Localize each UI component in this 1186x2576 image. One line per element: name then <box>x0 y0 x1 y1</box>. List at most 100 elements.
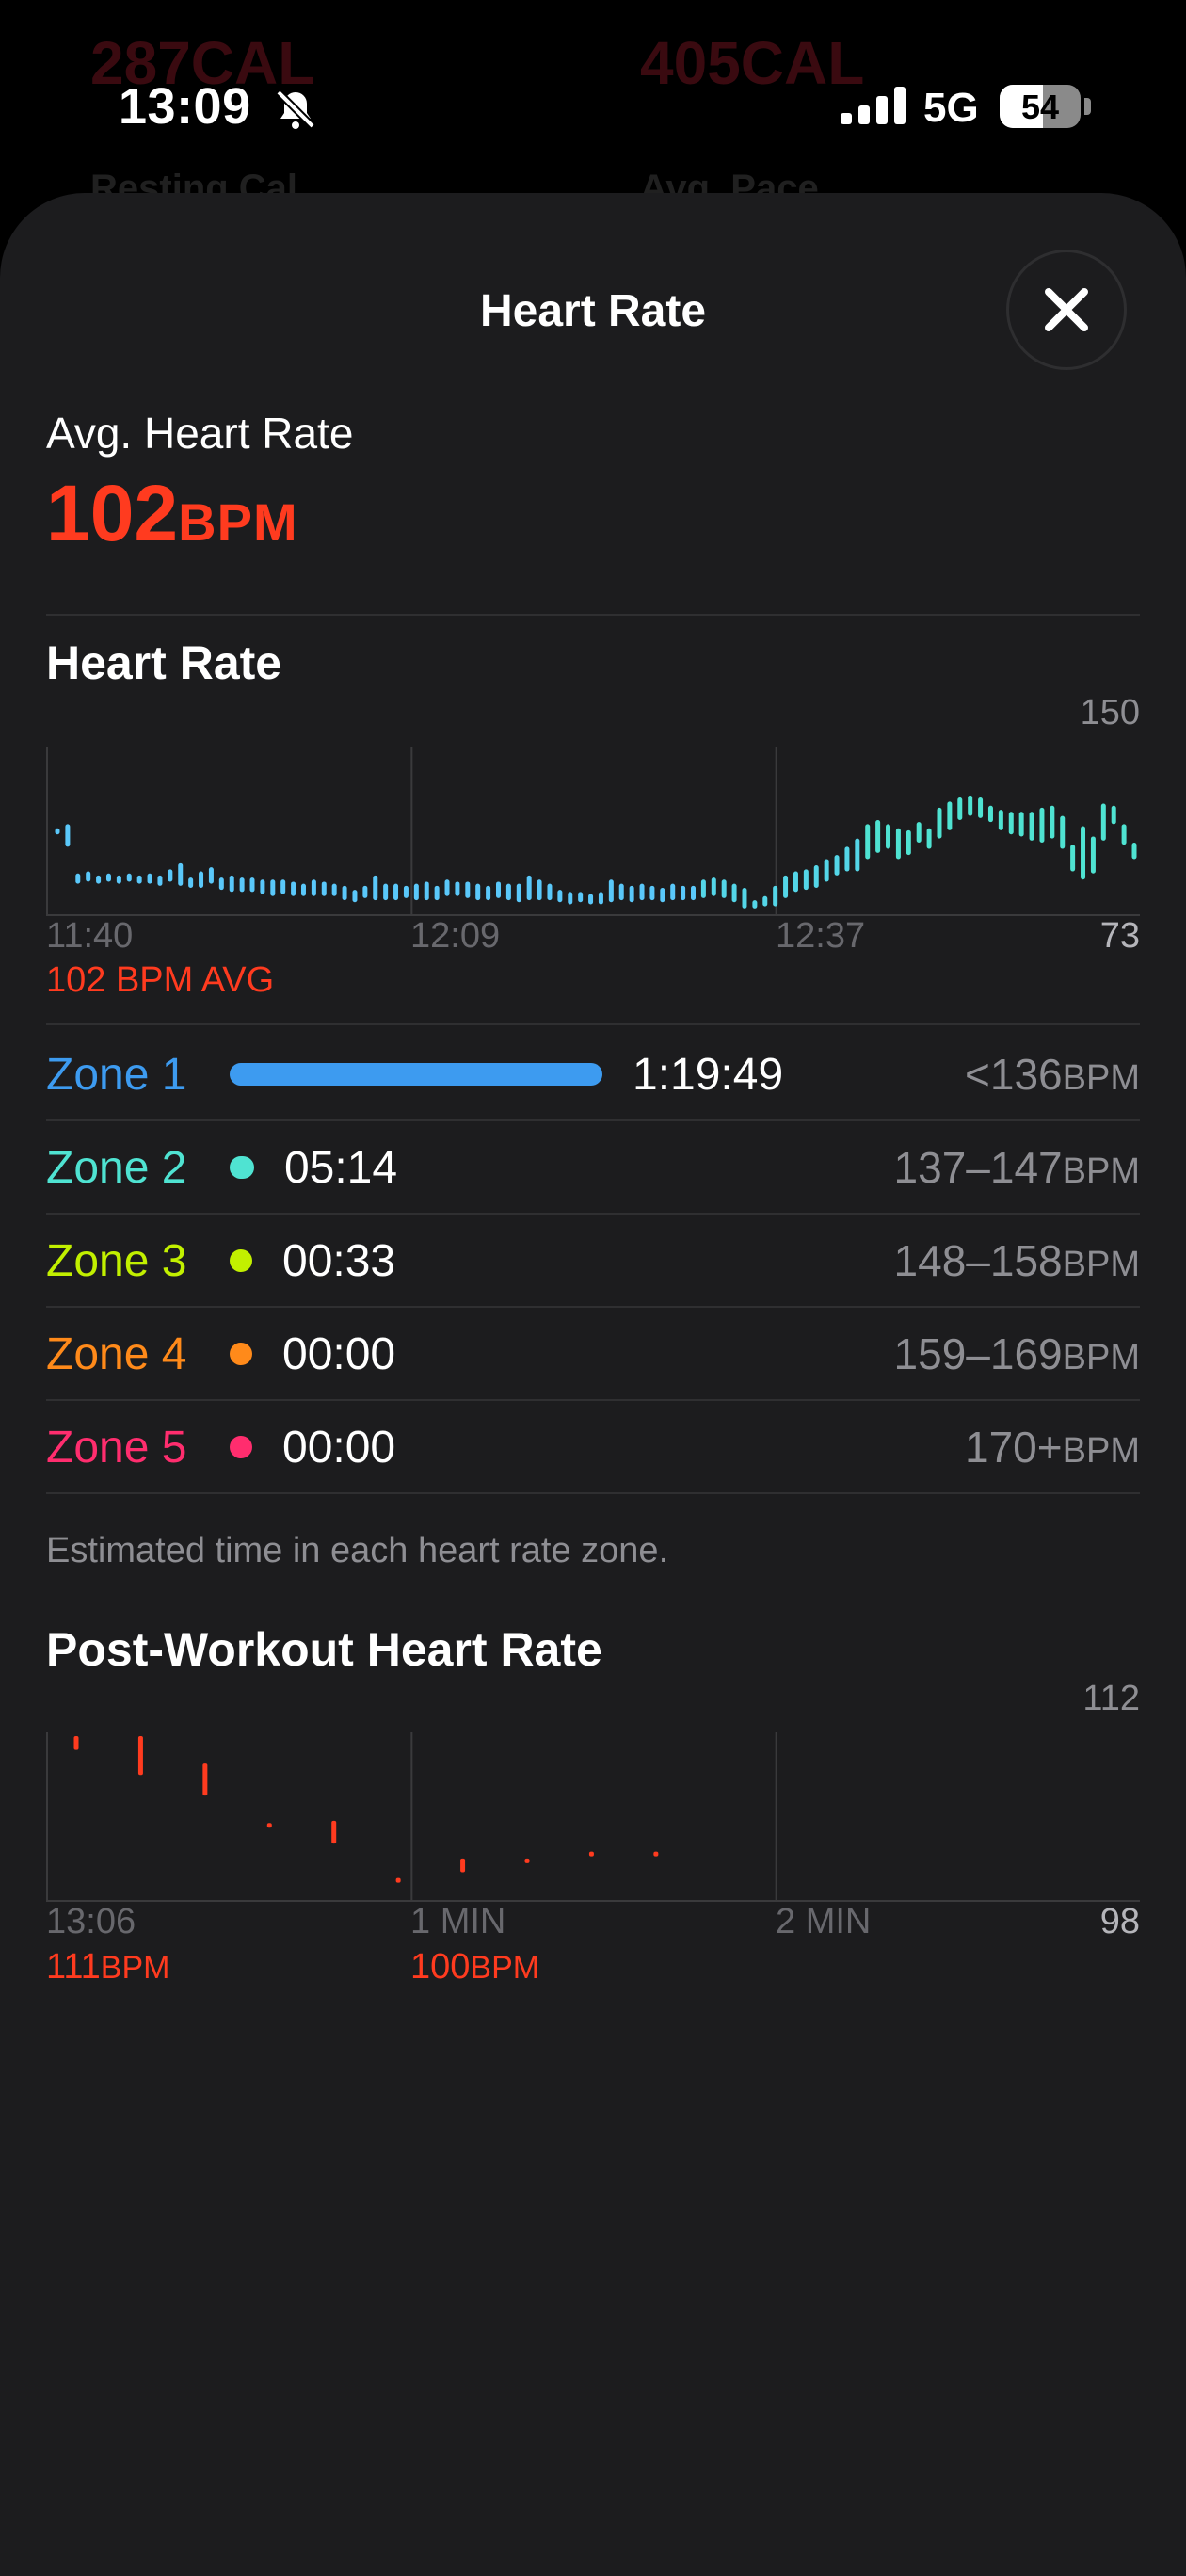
heart-rate-bar <box>649 885 655 901</box>
heart-rate-bar <box>362 885 368 898</box>
close-icon <box>1045 288 1088 331</box>
heart-rate-bar <box>116 875 121 884</box>
heart-rate-bar <box>331 883 337 896</box>
zone-row: Zone 1 1:19:49 <136BPM <box>46 1028 1140 1121</box>
bell-slash-icon <box>276 89 315 129</box>
heart-rate-bar <box>588 894 594 905</box>
heart-rate-bar <box>547 883 553 901</box>
zone-duration: 00:00 <box>282 1329 396 1379</box>
heart-rate-bar <box>526 875 532 901</box>
heart-rate-bar <box>147 873 152 884</box>
heart-rate-bar <box>505 883 511 901</box>
post-workout-bar <box>202 1763 208 1796</box>
heart-rate-bar <box>618 883 624 901</box>
zone-row: Zone 3 00:33 148–158BPM <box>46 1215 1140 1308</box>
zone-name: Zone 2 <box>46 1143 187 1193</box>
heart-rate-bar <box>578 892 584 903</box>
heart-rate-bar <box>199 871 204 888</box>
signal-icon <box>841 87 906 124</box>
post-workout-title: Post-Workout Heart Rate <box>46 1623 602 1676</box>
heart-rate-bar <box>968 795 973 816</box>
zone-range-unit: BPM <box>1062 1431 1140 1471</box>
zone-range-value: 148–158 <box>893 1236 1063 1285</box>
heart-rate-bar <box>824 859 829 882</box>
heart-rate-bar <box>1100 803 1106 841</box>
zone-name: Zone 5 <box>46 1423 187 1473</box>
heart-rate-bar <box>495 881 501 898</box>
heart-rate-bar <box>352 890 358 903</box>
heart-rate-bar <box>1039 807 1045 843</box>
post-workout-y-max: 112 <box>1082 1679 1140 1718</box>
heart-rate-bar <box>691 885 697 901</box>
heart-rate-bar <box>465 881 471 898</box>
heart-rate-bar <box>434 885 440 901</box>
zone-range: 148–158BPM <box>894 1235 1140 1286</box>
heart-rate-bar <box>1050 805 1055 839</box>
heart-rate-bar <box>721 879 727 898</box>
heart-rate-bar <box>516 883 521 903</box>
heart-rate-bar <box>1081 826 1086 880</box>
heart-rate-bar <box>342 885 347 901</box>
zone-duration-bar <box>230 1249 252 1272</box>
post-workout-x-label-2: 1 MIN <box>410 1902 506 1941</box>
heart-rate-bar <box>875 820 881 853</box>
zone-range-value: 137–147 <box>893 1143 1063 1192</box>
divider <box>46 1399 1140 1401</box>
heart-rate-bar <box>136 875 142 884</box>
heart-rate-bar <box>711 877 716 896</box>
heart-rate-bar <box>629 885 634 903</box>
heart-rate-bar <box>311 879 316 896</box>
heart-rate-bar <box>537 879 542 901</box>
zone-range-unit: BPM <box>1062 1245 1140 1284</box>
post-workout-chart <box>46 1732 1140 1902</box>
zone-duration-bar <box>230 1343 252 1365</box>
heart-rate-bar <box>1090 836 1096 874</box>
post-workout-one-min-value: 100BPM <box>410 1947 539 1988</box>
post-workout-bar <box>395 1877 401 1883</box>
background-right-value: 405CAL <box>640 29 865 97</box>
heart-rate-bar <box>834 855 840 876</box>
heart-rate-bar <box>855 838 860 872</box>
heart-rate-bar <box>844 846 850 872</box>
heart-rate-bar <box>906 829 911 856</box>
post-workout-y-min: 98 <box>1099 1902 1140 1941</box>
heart-rate-bar <box>105 873 111 882</box>
heart-rate-bar <box>742 888 747 909</box>
battery-icon: 54 <box>1000 85 1091 128</box>
post-workout-bar <box>331 1820 337 1844</box>
heart-rate-bar <box>987 805 993 823</box>
post-workout-x-label-3: 2 MIN <box>776 1902 872 1941</box>
heart-rate-bar <box>455 881 460 896</box>
zone-name: Zone 1 <box>46 1050 187 1100</box>
close-button[interactable] <box>1006 250 1127 370</box>
zone-name: Zone 4 <box>46 1329 187 1379</box>
post-workout-start-value: 111BPM <box>46 1947 169 1988</box>
post-workout-bar <box>266 1823 272 1828</box>
sheet-title: Heart Rate <box>479 286 707 336</box>
post-workout-bar <box>460 1858 466 1873</box>
divider <box>46 1119 1140 1121</box>
heart-rate-bar <box>957 797 963 820</box>
heart-rate-chart <box>46 747 1140 916</box>
avg-heart-rate-label: Avg. Heart Rate <box>46 409 354 458</box>
heart-rate-bar <box>188 877 194 888</box>
divider <box>46 1023 1140 1025</box>
zone-range-unit: BPM <box>1062 1058 1140 1098</box>
zone-duration-bar <box>230 1063 602 1086</box>
zone-duration: 00:00 <box>282 1423 396 1473</box>
divider <box>46 1492 1140 1494</box>
heart-rate-bar <box>475 883 481 901</box>
heart-rate-bar <box>783 875 789 898</box>
heart-rate-bar <box>886 824 891 849</box>
heart-rate-bar <box>773 885 778 907</box>
battery-level: 54 <box>1020 88 1060 126</box>
heart-rate-bar <box>916 822 922 843</box>
zone-duration-bar <box>230 1156 254 1179</box>
zone-range-unit: BPM <box>1062 1151 1140 1191</box>
zones-footnote: Estimated time in each heart rate zone. <box>46 1531 669 1570</box>
post-workout-bar <box>73 1736 79 1750</box>
heart-rate-x-label-3: 12:37 <box>776 916 866 956</box>
heart-rate-bar <box>300 883 306 896</box>
heart-rate-bar <box>1060 815 1066 849</box>
zone-row: Zone 4 00:00 159–169BPM <box>46 1308 1140 1401</box>
